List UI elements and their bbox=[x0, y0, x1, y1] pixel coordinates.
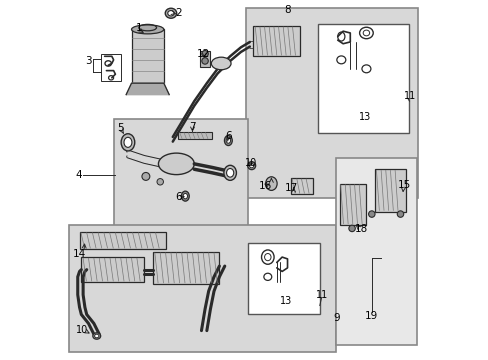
Text: 8: 8 bbox=[284, 5, 290, 15]
Text: 13: 13 bbox=[279, 296, 291, 306]
Ellipse shape bbox=[202, 58, 208, 64]
Ellipse shape bbox=[226, 138, 230, 143]
Ellipse shape bbox=[249, 163, 253, 168]
Text: 2: 2 bbox=[175, 8, 181, 18]
Text: 6: 6 bbox=[175, 192, 181, 202]
Text: 3: 3 bbox=[85, 56, 92, 66]
Bar bbox=[113, 119, 247, 239]
Bar bbox=[247, 243, 319, 315]
Bar bbox=[339, 184, 366, 225]
Bar bbox=[131, 30, 163, 83]
Ellipse shape bbox=[368, 211, 374, 217]
Text: 11: 11 bbox=[315, 291, 327, 301]
Text: 16: 16 bbox=[258, 181, 271, 192]
Bar bbox=[246, 8, 418, 198]
Text: 5: 5 bbox=[117, 123, 124, 133]
Ellipse shape bbox=[167, 10, 174, 16]
Text: 19: 19 bbox=[365, 311, 378, 320]
Ellipse shape bbox=[226, 168, 233, 177]
Ellipse shape bbox=[265, 177, 277, 190]
Bar bbox=[81, 257, 144, 282]
Bar bbox=[101, 54, 121, 81]
Text: 17: 17 bbox=[285, 183, 298, 193]
Text: 10: 10 bbox=[244, 158, 257, 168]
Text: 15: 15 bbox=[397, 180, 410, 190]
Text: 10: 10 bbox=[76, 325, 88, 335]
Ellipse shape bbox=[158, 153, 194, 175]
Bar bbox=[199, 51, 210, 67]
Text: 14: 14 bbox=[73, 248, 86, 258]
Ellipse shape bbox=[247, 162, 255, 170]
Bar bbox=[80, 232, 165, 249]
Ellipse shape bbox=[396, 211, 403, 217]
Ellipse shape bbox=[202, 50, 208, 57]
Ellipse shape bbox=[348, 225, 355, 231]
Polygon shape bbox=[249, 42, 253, 46]
Ellipse shape bbox=[121, 134, 135, 151]
Text: 12: 12 bbox=[196, 49, 209, 59]
Text: 4: 4 bbox=[75, 170, 82, 180]
Bar bbox=[335, 158, 416, 345]
Ellipse shape bbox=[124, 137, 132, 147]
Ellipse shape bbox=[93, 333, 101, 339]
Bar bbox=[253, 26, 300, 56]
Text: 11: 11 bbox=[404, 91, 416, 101]
Ellipse shape bbox=[224, 165, 236, 180]
Ellipse shape bbox=[211, 57, 230, 70]
Bar bbox=[317, 24, 408, 134]
Text: 13: 13 bbox=[358, 112, 370, 122]
Text: 18: 18 bbox=[354, 225, 367, 234]
Ellipse shape bbox=[183, 193, 187, 199]
Bar bbox=[290, 178, 312, 194]
Bar bbox=[153, 252, 219, 284]
Bar bbox=[69, 225, 335, 352]
Polygon shape bbox=[78, 270, 99, 334]
Ellipse shape bbox=[142, 172, 149, 180]
Ellipse shape bbox=[157, 179, 163, 185]
Text: 7: 7 bbox=[189, 122, 195, 132]
Ellipse shape bbox=[165, 8, 176, 18]
Bar bbox=[375, 169, 405, 212]
Polygon shape bbox=[128, 151, 160, 166]
Ellipse shape bbox=[181, 191, 189, 201]
Ellipse shape bbox=[94, 334, 99, 338]
Text: 6: 6 bbox=[224, 131, 231, 141]
Polygon shape bbox=[126, 83, 169, 95]
Ellipse shape bbox=[224, 135, 232, 145]
Ellipse shape bbox=[131, 25, 163, 34]
Text: 9: 9 bbox=[333, 313, 340, 323]
Bar bbox=[178, 132, 212, 139]
Text: 1: 1 bbox=[135, 23, 142, 33]
